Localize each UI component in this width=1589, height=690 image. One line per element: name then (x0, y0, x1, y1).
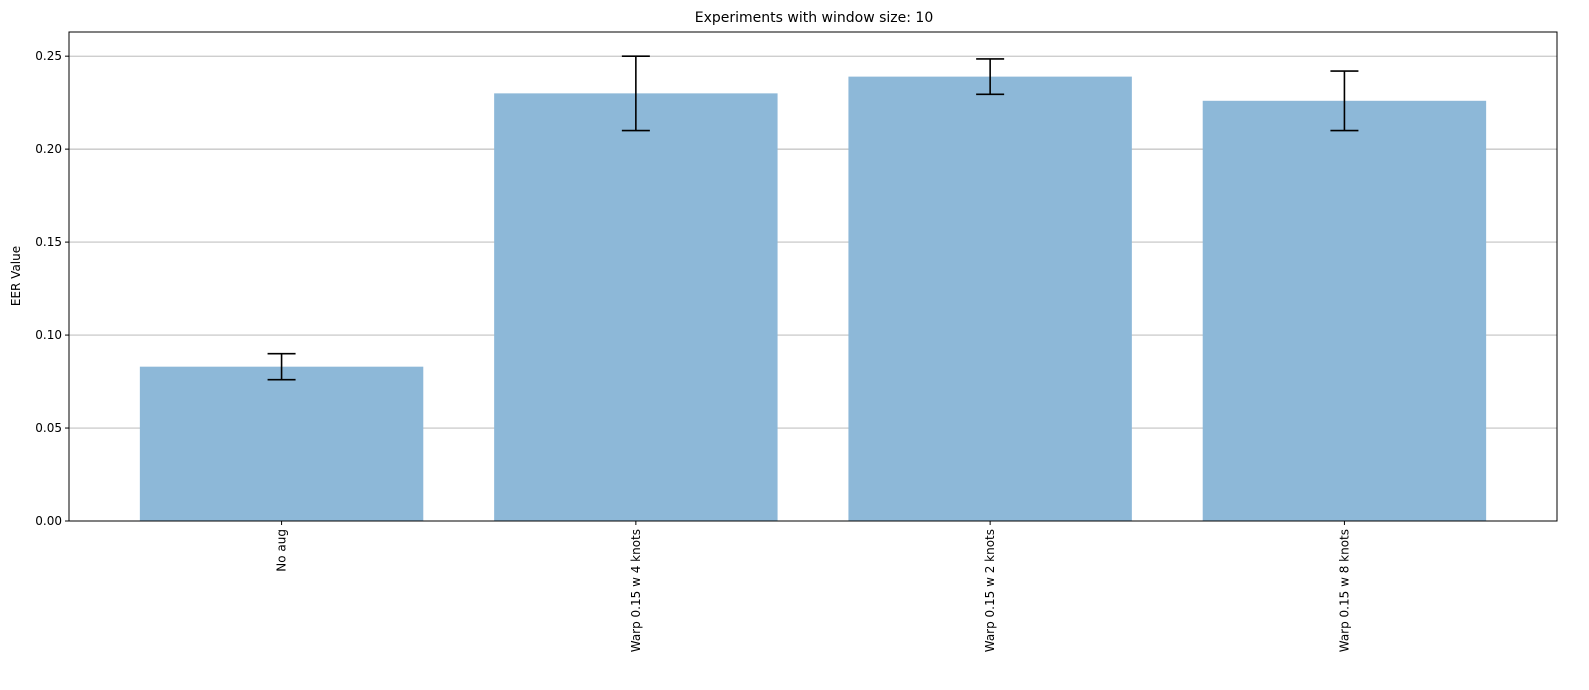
y-tick-label: 0.05 (35, 421, 62, 435)
bar (494, 93, 778, 521)
y-tick-label: 0.25 (35, 49, 62, 63)
x-tick-label: Warp 0.15 w 2 knots (983, 529, 997, 652)
y-tick-label: 0.15 (35, 235, 62, 249)
chart-title: Experiments with window size: 10 (695, 10, 933, 26)
y-tick-label: 0.20 (35, 142, 62, 156)
bar (1202, 100, 1487, 521)
bars (139, 76, 1487, 522)
plot-frame (68, 31, 1558, 522)
bar (848, 76, 1132, 522)
y-tick-label: 0.10 (35, 328, 62, 342)
axes: 0.00 0.05 0.10 0.15 0.20 0.25 No aug Warp 0.15 … (35, 31, 1558, 652)
bar (139, 366, 424, 521)
y-axis-label: EER Value (9, 246, 23, 306)
error-bars (267, 55, 1359, 381)
x-tick-label: Warp 0.15 w 4 knots (629, 529, 643, 652)
x-tick-label: No aug (275, 529, 289, 572)
x-tick-label: Warp 0.15 w 8 knots (1337, 529, 1351, 652)
y-tick-label: 0.00 (35, 514, 62, 528)
